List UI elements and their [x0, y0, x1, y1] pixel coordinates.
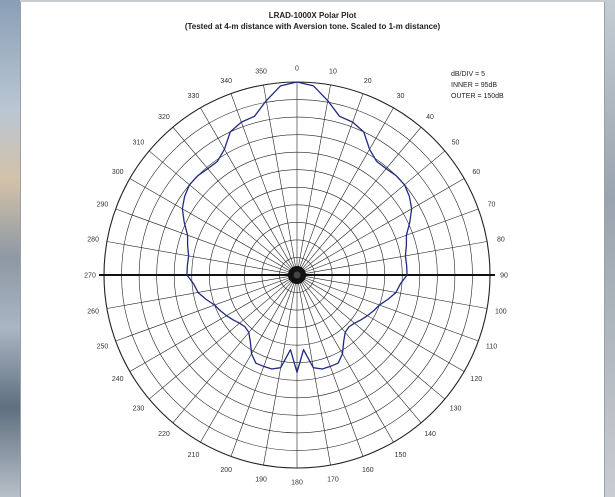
grid-spoke [299, 280, 394, 443]
grid-spoke [302, 241, 488, 275]
grid-spoke [129, 178, 292, 273]
angle-label-130: 130 [450, 406, 462, 413]
angle-label-190: 190 [255, 476, 267, 483]
angle-label-120: 120 [470, 376, 482, 383]
angle-label-170: 170 [327, 476, 339, 483]
angle-label-210: 210 [188, 452, 200, 459]
angular-grid [104, 82, 490, 468]
polar-plot-panel: LRAD-1000X Polar Plot (Tested at 4-m dis… [20, 2, 605, 497]
legend-outer: OUTER = 150dB [451, 93, 504, 100]
polar-series-1 [181, 81, 413, 373]
grid-spoke [298, 280, 364, 457]
chart-subtitle: (Tested at 4-m distance with Aversion to… [184, 22, 441, 31]
grid-spoke [301, 278, 446, 400]
grid-spoke [200, 280, 295, 443]
grid-spoke [230, 280, 296, 457]
grid-spoke [302, 178, 465, 273]
angle-label-270: 270 [84, 273, 96, 280]
angle-label-110: 110 [486, 343, 497, 350]
angle-label-230: 230 [133, 406, 145, 413]
grid-spoke [172, 279, 294, 424]
grid-spoke [297, 280, 331, 466]
angle-label-240: 240 [112, 376, 124, 383]
grid-spoke [106, 241, 292, 275]
grid-spoke [302, 275, 488, 309]
grid-spoke [297, 84, 331, 270]
grid-spoke [172, 126, 294, 271]
center-marker-core [293, 271, 301, 279]
angle-label-140: 140 [424, 431, 436, 438]
angle-label-200: 200 [220, 467, 232, 474]
angle-label-180: 180 [291, 480, 303, 487]
legend-inner: INNER = 95dB [451, 82, 498, 89]
grid-spoke [302, 276, 479, 342]
grid-spoke [300, 279, 422, 424]
angle-label-80: 80 [497, 237, 505, 244]
angle-label-320: 320 [158, 114, 170, 121]
angle-label-60: 60 [472, 169, 480, 176]
angle-label-150: 150 [395, 452, 407, 459]
angle-label-100: 100 [495, 308, 507, 315]
angle-label-40: 40 [426, 114, 434, 121]
series-layer [181, 81, 413, 373]
angle-label-160: 160 [362, 467, 374, 474]
grid-spoke [300, 126, 422, 271]
angle-label-0: 0 [295, 66, 299, 73]
grid-spoke [263, 84, 297, 270]
angle-label-290: 290 [97, 202, 109, 209]
angle-label-310: 310 [133, 139, 145, 146]
grid-spoke [230, 93, 296, 270]
angle-label-30: 30 [397, 93, 405, 100]
angle-label-90: 90 [500, 273, 508, 280]
angle-label-50: 50 [452, 139, 460, 146]
angle-label-250: 250 [97, 343, 109, 350]
grid-spoke [263, 280, 297, 466]
grid-spoke [302, 277, 465, 372]
angle-tick-labels: 0 10 20 30 40 50 60 70 80 90 100 110 120 130 140 150 160… [84, 66, 508, 487]
angle-label-70: 70 [488, 202, 496, 209]
grid-spoke [302, 208, 479, 274]
grid-spoke [115, 208, 292, 274]
chart-title: LRAD-1000X Polar Plot [268, 11, 357, 20]
angle-label-220: 220 [158, 431, 170, 438]
grid-spoke [298, 93, 364, 270]
angle-label-300: 300 [112, 169, 124, 176]
grid-spoke [148, 278, 293, 400]
angle-label-10: 10 [329, 69, 337, 76]
legend-db-per-div: dB/DIV = 5 [451, 71, 486, 78]
angle-label-280: 280 [87, 237, 99, 244]
grid-spoke [200, 107, 295, 270]
grid-spoke [299, 107, 394, 270]
grid-spoke [301, 150, 446, 272]
angle-label-350: 350 [255, 69, 267, 76]
polar-chart: 0 10 20 30 40 50 60 70 80 90 100 110 120 130 140 150 160… [84, 66, 508, 487]
center-marker-layer [288, 266, 306, 284]
background-photo-right [605, 0, 615, 497]
grid-spoke [148, 150, 293, 272]
grid-spoke [106, 275, 292, 309]
grid-spoke [115, 276, 292, 342]
background-photo-left [0, 0, 20, 497]
angle-label-330: 330 [188, 93, 200, 100]
grid-spoke [129, 277, 292, 372]
angle-label-260: 260 [87, 308, 99, 315]
angle-label-20: 20 [364, 78, 372, 85]
angle-label-340: 340 [220, 78, 232, 85]
